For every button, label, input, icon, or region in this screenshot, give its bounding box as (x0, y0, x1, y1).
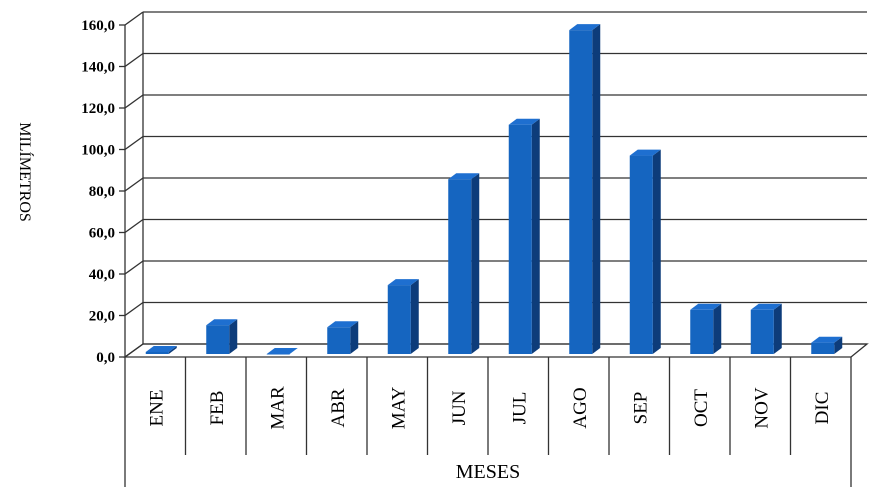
x-tick-label: AGO (570, 387, 591, 428)
y-tick-label: 100,0 (81, 143, 115, 159)
gridline-depth (125, 220, 143, 233)
gridline-depth (125, 12, 143, 25)
bar (146, 352, 169, 354)
x-tick-label: NOV (751, 387, 772, 428)
y-tick-label: 140,0 (81, 60, 115, 76)
x-tick-label: DIC (812, 392, 833, 425)
y-tick-label: 160,0 (81, 18, 115, 34)
y-tick-label: 40,0 (89, 267, 115, 283)
x-tick-label: FEB (207, 391, 228, 426)
gridline-depth (125, 178, 143, 191)
bar-side (592, 24, 600, 354)
x-axis-title: MESES (456, 461, 520, 483)
bar (690, 310, 713, 354)
x-tick-label: ENE (146, 390, 167, 427)
bar-side (532, 119, 540, 354)
x-tick-label: MAR (267, 386, 288, 430)
x-tick-label: OCT (691, 389, 712, 427)
bar (569, 30, 592, 354)
x-tick-label: JUN (449, 390, 470, 425)
bar-side (653, 150, 661, 354)
x-tick-label: SEP (630, 392, 651, 425)
y-tick-label: 60,0 (89, 226, 115, 242)
y-tick-label: 0,0 (96, 350, 115, 366)
bar (388, 285, 411, 354)
bar (509, 125, 532, 354)
y-tick-label: 20,0 (89, 309, 115, 325)
gridline-depth (125, 261, 143, 274)
y-tick-label: 120,0 (81, 101, 115, 117)
x-tick-label: ABR (328, 388, 349, 427)
bar-side (713, 304, 721, 354)
bar (267, 354, 290, 355)
gridline-depth (125, 137, 143, 150)
bar (327, 327, 350, 354)
gridline-depth (125, 95, 143, 108)
gridline-depth (125, 303, 143, 316)
gridline-depth (125, 54, 143, 67)
bar-side (471, 173, 479, 354)
bar-side (774, 304, 782, 354)
bar (751, 310, 774, 354)
bar-side (229, 319, 237, 354)
bar (811, 343, 834, 354)
bar-top (267, 348, 298, 354)
bar (630, 156, 653, 354)
y-axis-title: MILÍMETROS (16, 122, 35, 222)
bar-side (411, 279, 419, 354)
y-tick-label: 80,0 (89, 184, 115, 200)
bar (206, 325, 229, 354)
x-tick-label: MAY (388, 386, 409, 429)
x-tick-label: JUL (509, 392, 530, 425)
bar (448, 179, 471, 354)
